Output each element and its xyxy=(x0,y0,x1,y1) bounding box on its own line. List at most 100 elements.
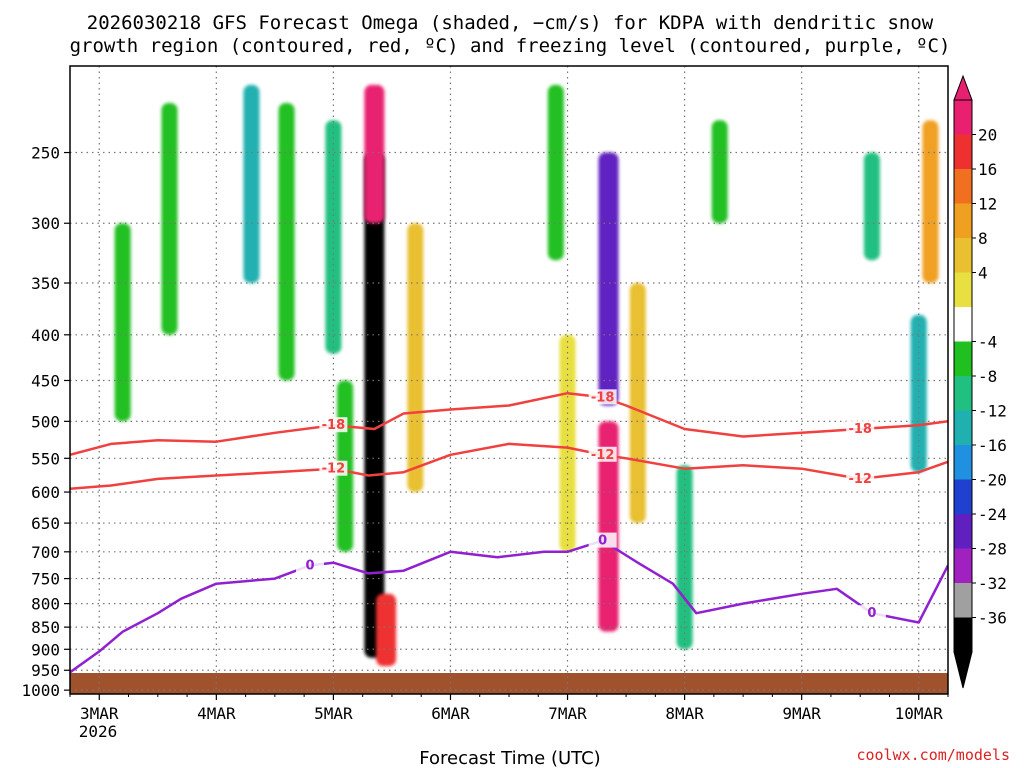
x-tick-label-6MAR: 6MAR xyxy=(431,704,470,723)
colorbar-label-13: -36 xyxy=(978,609,1007,628)
x-tick-label-9MAR: 9MAR xyxy=(782,704,821,723)
colorbar-swatch-12 xyxy=(954,514,972,549)
colorbar-swatch-3 xyxy=(954,203,972,239)
contour-line-2 xyxy=(70,539,948,674)
y-tick-label-550: 550 xyxy=(31,449,60,468)
colorbar-swatch-2 xyxy=(954,169,972,204)
contour-label-0-1: -18 xyxy=(591,390,615,405)
colorbar-label-8: -16 xyxy=(978,436,1007,455)
colorbar-swatch-8 xyxy=(954,376,972,411)
y-tick-label-500: 500 xyxy=(31,412,60,431)
contour-label-bg xyxy=(319,417,348,433)
colorbar-label-5: -4 xyxy=(978,333,997,352)
colorbar-swatch-13 xyxy=(954,548,972,584)
omega-cell-17 xyxy=(863,152,880,261)
colorbar-swatch-7 xyxy=(954,341,972,377)
omega-cell-14 xyxy=(559,334,576,552)
colorbar-label-11: -28 xyxy=(978,540,1007,559)
x-axis-year: 2026 xyxy=(79,722,118,741)
omega-cell-10 xyxy=(407,223,424,493)
contour-label-2-0: 0 xyxy=(305,558,314,573)
contour-label-0-2: -18 xyxy=(848,422,872,437)
omega-shading xyxy=(114,84,939,667)
y-tick-label-750: 750 xyxy=(31,570,60,589)
contour-label-bg xyxy=(588,446,617,462)
y-tick-label-250: 250 xyxy=(31,144,60,163)
omega-cell-3 xyxy=(598,152,619,406)
contour-label-2-1: 0 xyxy=(598,534,607,549)
contour-label-bg xyxy=(319,460,348,476)
x-tick-label-5MAR: 5MAR xyxy=(314,704,353,723)
contour-line-1 xyxy=(70,442,948,491)
colorbar-swatch-6 xyxy=(954,307,972,342)
y-tick-label-350: 350 xyxy=(31,274,60,293)
y-tick-label-900: 900 xyxy=(31,640,60,659)
contour-label-bg xyxy=(857,605,886,621)
y-tick-label-950: 950 xyxy=(31,661,60,680)
y-tick-label-450: 450 xyxy=(31,371,60,390)
colorbar-swatch-0 xyxy=(954,100,972,135)
y-tick-label-300: 300 xyxy=(31,214,60,233)
omega-cell-16 xyxy=(711,120,728,224)
x-tick-label-7MAR: 7MAR xyxy=(548,704,587,723)
contour-label-2-2: 0 xyxy=(867,606,876,621)
ground-surface xyxy=(70,673,948,694)
colorbar-swatch-9 xyxy=(954,410,972,446)
omega-cell-13 xyxy=(629,283,646,524)
colorbar-bottom-arrow xyxy=(953,651,973,689)
y-tick-label-650: 650 xyxy=(31,514,60,533)
x-tick-label-8MAR: 8MAR xyxy=(665,704,704,723)
omega-cell-7 xyxy=(243,84,260,284)
colorbar-label-3: 8 xyxy=(978,229,988,248)
omega-cell-12 xyxy=(547,84,564,261)
chart-title-line-2: growth region (contoured, red, ºC) and f… xyxy=(70,35,951,57)
contour-label-1-1: -12 xyxy=(591,448,615,463)
omega-cell-0 xyxy=(364,152,385,658)
colorbar: 20 16 12 8 4 -4 -8 -12 -16 -20 -24 -28 -32 -36 xyxy=(953,74,1007,689)
y-tick-label-600: 600 xyxy=(31,483,60,502)
omega-cell-5 xyxy=(114,223,131,422)
colorbar-swatch-4 xyxy=(954,238,972,273)
pressure-axis: 250 300 350 400 450 500 550 600 650 700 750 800 850 9… xyxy=(21,144,70,700)
colorbar-label-9: -20 xyxy=(978,471,1007,490)
colorbar-label-0: 20 xyxy=(978,126,997,145)
contour-line-0 xyxy=(70,391,948,457)
omega-cell-6 xyxy=(161,102,178,335)
colorbar-label-7: -12 xyxy=(978,402,1007,421)
contour-label-0-0: -18 xyxy=(322,418,346,433)
colorbar-swatch-10 xyxy=(954,445,972,480)
omega-cell-1 xyxy=(364,84,385,224)
colorbar-swatch-5 xyxy=(954,272,972,308)
contour-label-bg xyxy=(588,389,617,405)
colorbar-swatch-15 xyxy=(954,617,972,653)
contour-label-1-0: -12 xyxy=(322,462,346,477)
omega-cell-19 xyxy=(922,120,939,284)
y-tick-label-800: 800 xyxy=(31,595,60,614)
omega-cell-8 xyxy=(278,102,295,381)
colorbar-swatch-1 xyxy=(954,134,972,170)
temperature-contours: -18 -18 -18 -12 -12 -12 0 0 0 xyxy=(70,389,948,674)
y-tick-label-400: 400 xyxy=(31,326,60,345)
contour-label-bg xyxy=(846,421,875,437)
credit-text: coolwx.com/models xyxy=(856,746,1010,764)
colorbar-top-arrow xyxy=(953,74,973,101)
x-tick-label-10MAR: 10MAR xyxy=(895,704,944,723)
x-axis-label: Forecast Time (UTC) xyxy=(419,748,600,768)
colorbar-label-2: 12 xyxy=(978,195,997,214)
time-axis: 3MAR 4MAR 5MAR 6MAR 7MAR 8MAR 9MAR 10MAR xyxy=(69,694,949,723)
y-tick-label-1000: 1000 xyxy=(21,681,60,700)
colorbar-label-12: -32 xyxy=(978,574,1007,593)
terrain-ground xyxy=(70,673,948,694)
omega-cell-18 xyxy=(910,314,927,473)
chart-title-line-1: 2026030218 GFS Forecast Omega (shaded, −… xyxy=(87,12,934,34)
y-tick-label-700: 700 xyxy=(31,543,60,562)
colorbar-label-6: -8 xyxy=(978,367,997,386)
colorbar-label-10: -24 xyxy=(978,505,1007,524)
omega-cell-2 xyxy=(376,593,397,667)
colorbar-swatch-11 xyxy=(954,479,972,515)
x-tick-label-3MAR: 3MAR xyxy=(80,704,119,723)
contour-label-bg xyxy=(588,532,617,548)
plot-frame xyxy=(69,65,949,695)
contour-label-1-2: -12 xyxy=(848,472,872,487)
